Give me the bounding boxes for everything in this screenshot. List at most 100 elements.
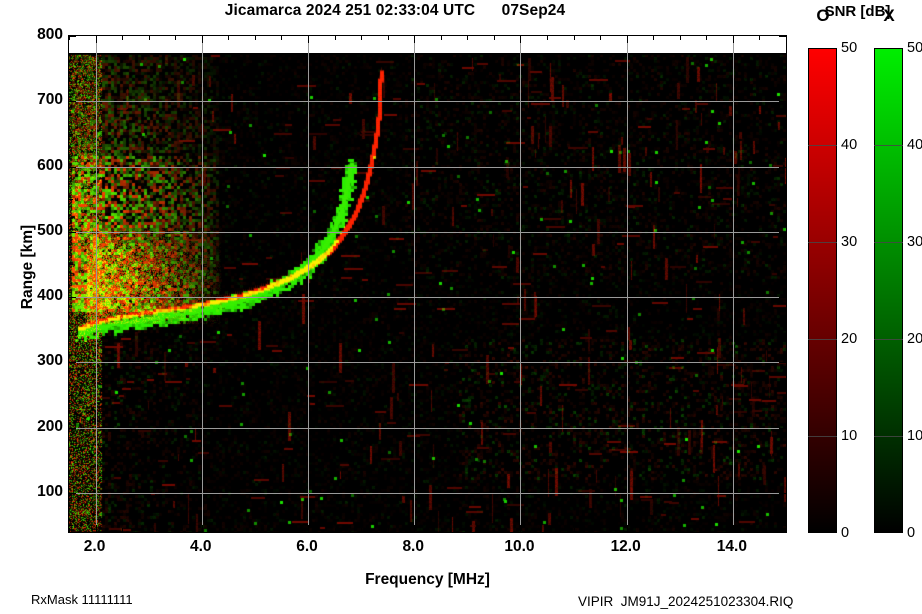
- axis-tick-minor: [782, 134, 786, 135]
- axis-tick-minor: [388, 528, 389, 532]
- colorbar-o-ticks: 0 10 20 30 40 50: [808, 41, 857, 540]
- colorbar-tick-label: 0: [907, 525, 916, 541]
- axis-tick-minor: [335, 528, 336, 532]
- x-axis-tick-label: 10.0: [504, 538, 535, 555]
- y-axis-tick-label: 400: [37, 287, 63, 305]
- y-axis-tick-label: 300: [37, 352, 63, 370]
- x-axis-tick-label: 12.0: [610, 538, 641, 555]
- y-axis-tick-label: 600: [37, 156, 63, 174]
- axis-tick-minor: [69, 525, 73, 526]
- colorbar-tick-label: 40: [841, 137, 858, 153]
- colorbar-tick-label: 40: [907, 137, 922, 153]
- axis-tick-major: [779, 101, 786, 102]
- axis-tick-minor: [361, 528, 362, 532]
- axis-tick-minor: [361, 36, 362, 40]
- axis-tick-major: [779, 428, 786, 429]
- ionogram-plot-area: [68, 35, 787, 533]
- colorbar-tick-label: 50: [907, 40, 922, 56]
- colorbar-x-gradient: [874, 48, 903, 533]
- x-axis-tick-label: 8.0: [402, 538, 424, 555]
- axis-tick-minor: [175, 528, 176, 532]
- page-title: Jicamarca 2024 251 02:33:04 UTC 07Sep24: [224, 2, 566, 19]
- axis-tick-minor: [547, 36, 548, 40]
- y-axis-label: Range [km]: [19, 224, 36, 310]
- axis-tick-major: [202, 525, 203, 532]
- x-axis-tick-label: 14.0: [716, 538, 747, 555]
- ionogram-canvas: [69, 36, 786, 532]
- x-axis-tick-label: 4.0: [189, 538, 212, 555]
- axis-tick-minor: [782, 264, 786, 265]
- axis-tick-major: [733, 525, 734, 532]
- axis-tick-minor: [467, 528, 468, 532]
- axis-tick-major: [202, 36, 203, 43]
- colorbar-tick-label: 10: [907, 428, 922, 444]
- y-axis-tick-label: 100: [37, 482, 63, 500]
- axis-tick-major: [779, 36, 786, 37]
- axis-tick-major: [414, 525, 415, 532]
- axis-tick-minor: [706, 36, 707, 40]
- y-axis-tick-labels: 100 200 300 400 500 600 700 800: [0, 27, 63, 533]
- colorbar-tick: [808, 242, 837, 243]
- axis-tick-minor: [441, 528, 442, 532]
- axis-tick-major: [627, 36, 628, 43]
- axis-tick-major: [779, 167, 786, 168]
- axis-tick-minor: [69, 460, 73, 461]
- axis-tick-major: [308, 525, 309, 532]
- axis-tick-major: [69, 493, 76, 494]
- axis-tick-minor: [467, 36, 468, 40]
- no-data-band: [69, 36, 786, 53]
- axis-tick-minor: [786, 528, 787, 532]
- axis-tick-major: [308, 36, 309, 43]
- axis-tick-major: [96, 525, 97, 532]
- axis-tick-minor: [388, 36, 389, 40]
- axis-tick-major: [733, 36, 734, 43]
- axis-tick-minor: [600, 36, 601, 40]
- axis-tick-minor: [759, 36, 760, 40]
- axis-tick-minor: [494, 36, 495, 40]
- file-info-label: VIPIR JM91J_2024251023304.RIQ: [578, 594, 794, 609]
- axis-tick-minor: [255, 528, 256, 532]
- axis-tick-minor: [228, 528, 229, 532]
- x-axis-tick-label: 6.0: [296, 538, 318, 555]
- axis-tick-minor: [122, 36, 123, 40]
- axis-tick-minor: [494, 528, 495, 532]
- axis-tick-minor: [122, 528, 123, 532]
- axis-tick-major: [69, 232, 76, 233]
- rxmask-label: RxMask 11111111: [31, 592, 133, 607]
- axis-tick-minor: [69, 330, 73, 331]
- colorbar-x-ticks: 0 10 20 30 40 50: [874, 41, 922, 540]
- axis-tick-major: [69, 167, 76, 168]
- colorbar-tick-label: 20: [907, 331, 922, 347]
- colorbar-title: SNR [dB]: [824, 3, 891, 20]
- colorbar-tick: [874, 339, 903, 340]
- colorbar-tick: [808, 339, 837, 340]
- axis-tick-minor: [782, 525, 786, 526]
- axis-tick-minor: [149, 36, 150, 40]
- y-axis-tick-label: 500: [37, 221, 63, 239]
- axis-tick-major: [69, 297, 76, 298]
- axis-tick-major: [69, 101, 76, 102]
- colorbar-tick: [874, 436, 903, 437]
- axis-tick-major: [520, 525, 521, 532]
- axis-tick-minor: [782, 395, 786, 396]
- axis-tick-major: [779, 297, 786, 298]
- colorbar-o-gradient: [808, 48, 837, 533]
- axis-tick-minor: [600, 528, 601, 532]
- axis-tick-minor: [69, 528, 70, 532]
- x-axis-tick-labels: 2.0 4.0 6.0 8.0 10.0 12.0 14.0: [68, 539, 787, 559]
- axis-tick-major: [779, 493, 786, 494]
- axis-tick-minor: [782, 199, 786, 200]
- colorbar-x-mode-label: X: [883, 6, 895, 25]
- axis-tick-minor: [149, 528, 150, 532]
- axis-tick-minor: [706, 528, 707, 532]
- colorbar-o-mode-label: O: [816, 6, 830, 25]
- axis-tick-minor: [228, 36, 229, 40]
- axis-tick-major: [96, 36, 97, 43]
- colorbar-tick-label: 50: [841, 40, 858, 56]
- axis-tick-major: [69, 36, 76, 37]
- axis-tick-minor: [547, 528, 548, 532]
- axis-tick-major: [627, 525, 628, 532]
- axis-tick-minor: [680, 528, 681, 532]
- axis-tick-minor: [782, 460, 786, 461]
